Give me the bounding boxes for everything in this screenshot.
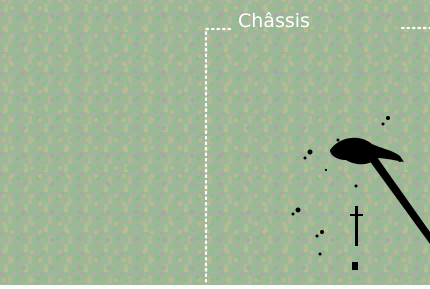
scene: Châssis <box>0 0 430 285</box>
section-label: Châssis <box>238 10 310 32</box>
page: Châssis (() => { const data = JSON.parse… <box>0 0 430 285</box>
